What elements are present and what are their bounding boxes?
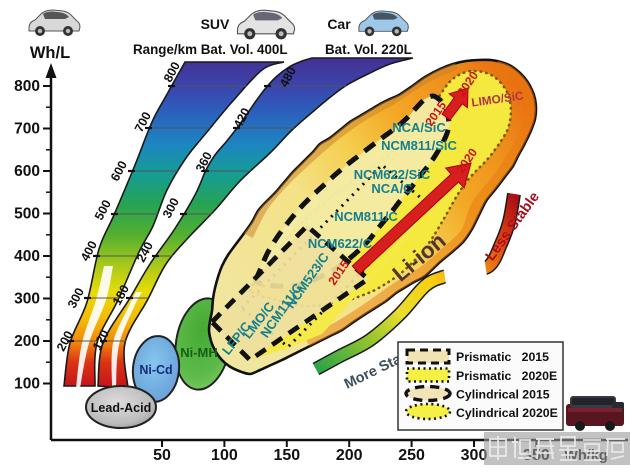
svg-text:150: 150 — [273, 447, 300, 464]
svg-text:Cylindrical 2015: Cylindrical 2015 — [456, 388, 550, 402]
svg-text:300: 300 — [461, 447, 488, 464]
svg-text:700: 700 — [14, 121, 40, 138]
svg-text:250: 250 — [398, 447, 425, 464]
svg-text:100: 100 — [211, 447, 238, 464]
svg-text:NCA/SiC: NCA/SiC — [392, 120, 446, 135]
svg-text:Prismatic 2015: Prismatic 2015 — [456, 350, 549, 364]
svg-text:Lead-Acid: Lead-Acid — [91, 401, 151, 415]
svg-text:Cylindrical 2020E: Cylindrical 2020E — [456, 406, 558, 420]
svg-text:NCM622/SiC: NCM622/SiC — [354, 167, 431, 182]
svg-text:NCA/C: NCA/C — [371, 181, 413, 196]
svg-text:NCM811/SiC: NCM811/SiC — [381, 138, 457, 153]
svg-text:100: 100 — [14, 376, 40, 393]
svg-text:400: 400 — [14, 248, 40, 265]
svg-text:NCM811/C: NCM811/C — [334, 209, 398, 224]
svg-text:Wh/L: Wh/L — [30, 44, 70, 62]
svg-text:SUV: SUV — [201, 16, 230, 32]
svg-text:200: 200 — [336, 447, 363, 464]
svg-text:Prismatic 2020E: Prismatic 2020E — [456, 369, 557, 383]
svg-text:Car: Car — [327, 16, 351, 32]
svg-text:Ni-MH: Ni-MH — [180, 345, 218, 360]
svg-text:500: 500 — [14, 206, 40, 223]
svg-text:800: 800 — [14, 78, 40, 95]
svg-text:50: 50 — [153, 447, 171, 464]
svg-text:Bat. Vol. 220L: Bat. Vol. 220L — [325, 42, 412, 57]
svg-text:NCM622/C: NCM622/C — [308, 236, 373, 251]
svg-text:200: 200 — [14, 333, 40, 350]
svg-text:Ni-Cd: Ni-Cd — [139, 363, 172, 377]
svg-text:Range/km Bat. Vol. 400L: Range/km Bat. Vol. 400L — [133, 42, 288, 57]
svg-text:300: 300 — [14, 291, 40, 308]
svg-text:600: 600 — [14, 163, 40, 180]
